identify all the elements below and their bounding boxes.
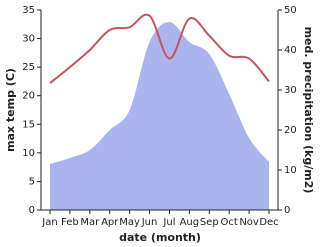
x-tick-label: Nov — [239, 217, 259, 228]
y-axis-label: max temp (C) — [4, 68, 17, 152]
y2-tick-label: 50 — [284, 5, 297, 16]
x-tick-label: Feb — [61, 217, 79, 228]
y-tick-label: 10 — [22, 148, 35, 159]
y2-tick-label: 10 — [284, 165, 297, 176]
x-tick-label: Jan — [41, 217, 57, 228]
y-tick-label: 5 — [29, 176, 35, 187]
x-tick-label: Dec — [259, 217, 278, 228]
y2-tick-label: 30 — [284, 85, 297, 96]
y2-tick-label: 20 — [284, 125, 297, 136]
y2-axis-label: med. precipitation (kg/m2) — [302, 27, 315, 194]
y2-tick-label: 0 — [284, 205, 290, 216]
temp-line — [49, 13, 270, 84]
x-tick-label: Oct — [221, 217, 238, 228]
y-tick-label: 25 — [22, 62, 35, 73]
y-tick-label: 20 — [22, 91, 35, 102]
x-axis-label: date (month) — [119, 231, 201, 244]
precipitation-area — [50, 22, 269, 210]
y-tick-label: 35 — [22, 5, 35, 16]
x-tick-label: Mar — [80, 217, 100, 228]
x-tick-label: Sep — [200, 217, 219, 228]
y-tick-label: 15 — [22, 119, 35, 130]
x-tick-label: Jul — [162, 217, 175, 228]
x-tick-label: Aug — [180, 217, 200, 228]
y-tick-label: 30 — [22, 34, 35, 45]
x-tick-label: Jun — [141, 217, 158, 228]
x-tick-label: May — [119, 217, 140, 228]
y2-tick-label: 40 — [284, 45, 297, 56]
y-tick-label: 0 — [29, 205, 35, 216]
x-tick-label: Apr — [101, 217, 119, 228]
